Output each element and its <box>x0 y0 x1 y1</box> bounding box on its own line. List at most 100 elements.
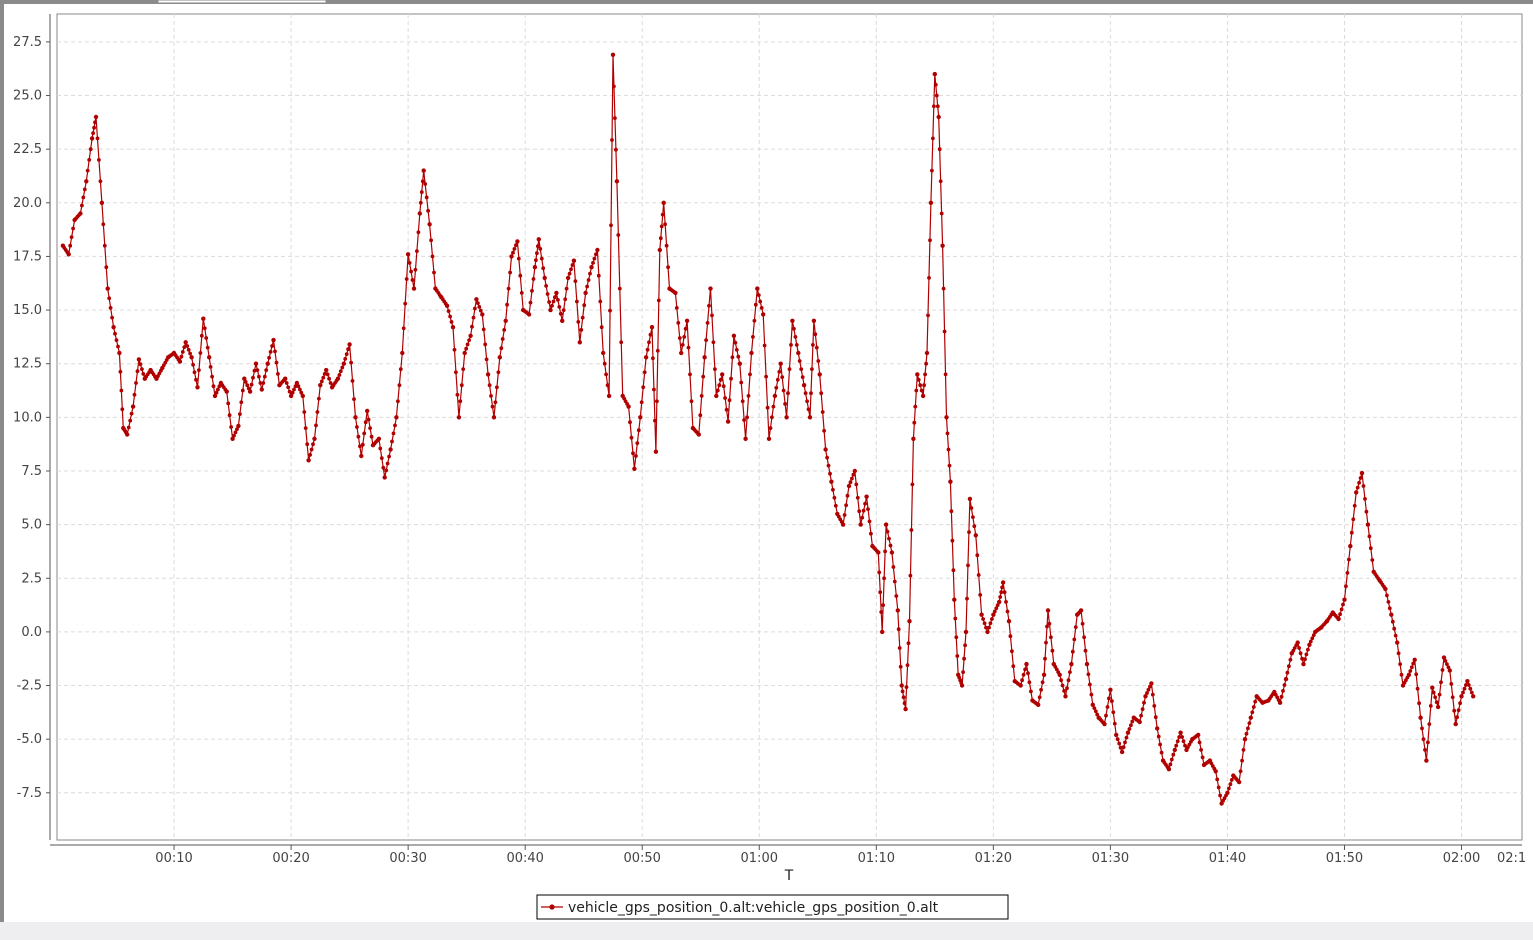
data-point <box>755 286 760 291</box>
data-point <box>261 381 266 385</box>
data-point <box>1082 635 1086 640</box>
data-point <box>302 410 307 414</box>
data-point <box>595 247 600 253</box>
data-point <box>226 401 231 406</box>
data-point <box>942 329 947 334</box>
data-point <box>684 318 690 323</box>
data-point <box>817 372 822 377</box>
data-point <box>1251 705 1256 709</box>
data-point <box>449 320 454 324</box>
data-point <box>119 388 124 393</box>
data-point <box>718 377 723 382</box>
data-point <box>927 276 931 280</box>
data-point <box>771 404 776 409</box>
data-point <box>134 381 138 385</box>
data-point <box>655 348 660 353</box>
data-point <box>658 236 663 241</box>
data-point <box>1406 672 1412 677</box>
data-point <box>908 573 913 578</box>
data-point <box>427 222 432 227</box>
data-point <box>1298 651 1303 656</box>
data-point <box>982 621 987 626</box>
data-point <box>536 244 540 249</box>
data-point <box>556 298 560 302</box>
y-tick-label: 10.0 <box>13 410 42 425</box>
data-point <box>1078 608 1084 613</box>
data-point <box>571 258 577 263</box>
data-point <box>508 270 512 275</box>
data-point <box>214 390 219 395</box>
data-point <box>1029 689 1033 694</box>
data-point <box>1240 758 1244 763</box>
data-point <box>224 389 229 394</box>
data-point <box>267 355 271 360</box>
data-point <box>892 579 897 584</box>
data-point <box>1414 672 1419 677</box>
data-point <box>897 646 902 650</box>
data-point <box>1351 517 1356 522</box>
data-point <box>577 340 582 345</box>
data-point <box>480 312 485 317</box>
data-point <box>683 326 688 331</box>
data-point <box>739 380 744 385</box>
data-point <box>638 415 643 420</box>
data-point <box>1364 509 1369 514</box>
data-point <box>786 391 790 396</box>
data-point <box>596 273 601 278</box>
data-point <box>777 369 782 374</box>
data-point <box>84 179 89 184</box>
data-point <box>1152 704 1157 708</box>
x-tick-label: 00:50 <box>623 851 660 866</box>
data-point <box>1242 737 1248 742</box>
data-point <box>793 335 798 339</box>
data-point <box>258 381 263 385</box>
tab-fragment[interactable] <box>157 0 327 4</box>
data-point <box>899 683 904 688</box>
data-point <box>1166 767 1172 772</box>
legend-box <box>536 894 1009 920</box>
data-point <box>1095 712 1100 717</box>
data-point <box>1153 715 1158 720</box>
data-point <box>136 357 142 362</box>
data-point <box>811 318 817 323</box>
data-point <box>715 388 720 393</box>
data-point <box>317 396 321 401</box>
data-point <box>1253 699 1258 704</box>
data-point <box>255 368 260 372</box>
data-point <box>589 265 594 270</box>
data-point <box>294 380 300 386</box>
data-point <box>536 237 541 242</box>
data-point <box>478 308 483 313</box>
data-point <box>1146 687 1151 692</box>
data-point <box>391 431 396 436</box>
data-point <box>686 345 691 350</box>
data-point <box>770 415 774 420</box>
data-point <box>813 332 818 337</box>
data-point <box>1389 612 1394 617</box>
data-point <box>505 302 509 307</box>
data-point <box>458 399 463 404</box>
data-point <box>249 382 254 387</box>
data-point <box>404 277 409 281</box>
data-point <box>858 522 863 527</box>
data-point <box>867 519 872 524</box>
data-point <box>110 315 114 320</box>
data-point <box>1387 606 1392 611</box>
data-point <box>698 413 703 418</box>
data-point <box>768 426 773 430</box>
data-point <box>205 345 210 350</box>
data-point <box>1037 695 1042 700</box>
data-point <box>1108 687 1113 692</box>
data-point <box>913 404 918 409</box>
data-point <box>117 350 122 356</box>
data-point <box>1279 694 1284 699</box>
data-point <box>499 346 504 351</box>
data-point <box>561 308 566 312</box>
data-point <box>1424 758 1429 763</box>
data-point <box>997 599 1002 605</box>
data-point <box>978 593 983 597</box>
data-point <box>81 195 86 200</box>
data-point <box>553 295 557 300</box>
data-point <box>547 300 551 304</box>
data-point <box>542 275 547 281</box>
